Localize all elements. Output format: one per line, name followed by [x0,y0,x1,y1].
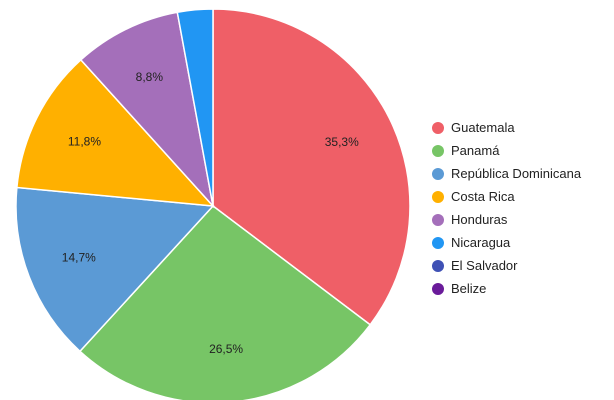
pie-slice-nicaragua [176,8,214,207]
slice-label-costa-rica: 11,8% [68,135,101,149]
legend-label-el-salvador: El Salvador [451,258,518,273]
legend-swatch-panama [432,144,444,157]
legend-label-guatemala: Guatemala [451,120,515,135]
legend-label-nicaragua: Nicaragua [451,235,511,250]
pie-slice-guatemala [212,8,411,326]
legend-label-republica-dominicana: República Dominicana [451,166,582,181]
pie-slice-labels: 35,3% 26,5% 14,7% 11,8% 8,8% [62,70,359,356]
legend-label-costa-rica: Costa Rica [451,189,515,204]
pie-slice-costa-rica [16,58,215,207]
pie-slice-honduras [79,11,215,209]
legend-item-belize: Belize [432,277,581,300]
pie-slice-panama [78,204,372,400]
chart-legend: Guatemala Panamá República Dominicana Costa… [432,116,581,300]
legend-swatch-nicaragua [432,236,444,249]
legend-swatch-guatemala [432,121,444,134]
pie-slice-republica-dominicana [15,186,215,353]
legend-label-panama: Panamá [451,143,500,158]
legend-item-guatemala: Guatemala [432,116,581,139]
legend-swatch-republica-dominicana [432,167,444,180]
legend-label-honduras: Honduras [451,212,508,227]
legend-item-honduras: Honduras [432,208,581,231]
slice-label-panama: 26,5% [209,342,243,356]
legend-swatch-el-salvador [432,259,444,272]
legend-item-costa-rica: Costa Rica [432,185,581,208]
legend-swatch-costa-rica [432,190,444,203]
legend-item-republica-dominicana: República Dominicana [432,162,581,185]
legend-swatch-belize [432,282,444,295]
pie-slices [15,8,411,400]
legend-item-panama: Panamá [432,139,581,162]
slice-label-republica-dominicana: 14,7% [62,251,96,265]
legend-item-el-salvador: El Salvador [432,254,581,277]
legend-swatch-honduras [432,213,444,226]
slice-label-honduras: 8,8% [136,70,164,84]
legend-item-nicaragua: Nicaragua [432,231,581,254]
legend-label-belize: Belize [451,281,487,296]
slice-label-guatemala: 35,3% [325,135,359,149]
